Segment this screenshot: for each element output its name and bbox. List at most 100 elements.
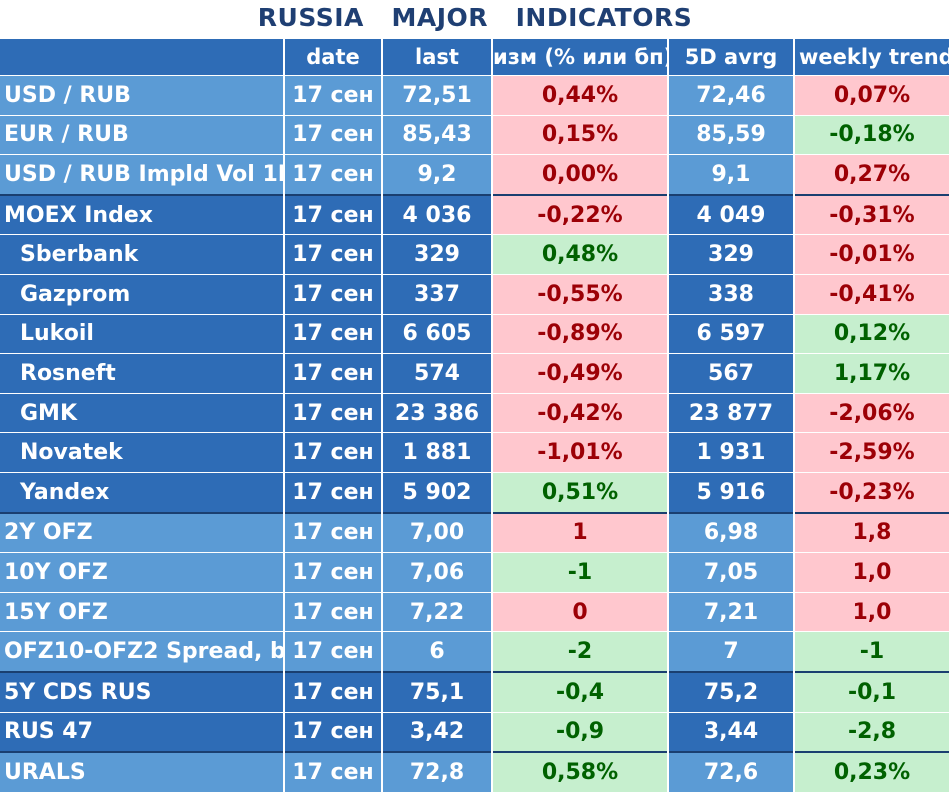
- table-row: 2Y OFZ 17 сен 7,00 1 6,98 1,8: [0, 511, 950, 554]
- date-cell: 17 сен: [284, 712, 383, 753]
- last-cell: 337: [382, 274, 493, 315]
- last-cell: 7,00: [382, 511, 493, 554]
- avg-cell: 72,6: [668, 751, 795, 793]
- table-row: Lukoil 17 сен 6 605 -0,89% 6 597 0,12%: [0, 314, 950, 355]
- table-row: Rosneft 17 сен 574 -0,49% 567 1,17%: [0, 353, 950, 394]
- indicator-name: 5Y CDS RUS: [0, 670, 285, 713]
- avg-cell: 7: [668, 631, 795, 673]
- trend-cell: 1,0: [794, 552, 950, 593]
- table-row: USD / RUB 17 сен 72,51 0,44% 72,46 0,07%: [0, 75, 950, 116]
- change-cell: 0,58%: [492, 751, 669, 793]
- table-row: RUS 47 17 сен 3,42 -0,9 3,44 -2,8: [0, 712, 950, 753]
- indicator-name: Yandex: [0, 472, 285, 514]
- last-cell: 72,51: [382, 75, 493, 116]
- change-cell: 0: [492, 592, 669, 633]
- table-row: GMK 17 сен 23 386 -0,42% 23 877 -2,06%: [0, 393, 950, 434]
- indicator-name: URALS: [0, 751, 285, 793]
- last-cell: 85,43: [382, 115, 493, 156]
- change-cell: 0,51%: [492, 472, 669, 514]
- date-cell: 17 сен: [284, 115, 383, 156]
- date-cell: 17 сен: [284, 432, 383, 473]
- date-cell: 17 сен: [284, 472, 383, 514]
- last-cell: 9,2: [382, 154, 493, 196]
- change-cell: 0,00%: [492, 154, 669, 196]
- date-cell: 17 сен: [284, 670, 383, 713]
- indicators-table: date last изм (% или бп) 5D avrg weekly …: [0, 38, 950, 793]
- last-cell: 4 036: [382, 193, 493, 236]
- indicator-name: Lukoil: [0, 314, 285, 355]
- indicator-name: Sberbank: [0, 234, 285, 275]
- header-change-label: изм (% или бп): [493, 45, 668, 69]
- last-cell: 7,06: [382, 552, 493, 593]
- change-cell: -0,89%: [492, 314, 669, 355]
- trend-cell: 1,17%: [794, 353, 950, 394]
- date-cell: 17 сен: [284, 552, 383, 593]
- trend-cell: -0,01%: [794, 234, 950, 275]
- date-cell: 17 сен: [284, 751, 383, 793]
- header-change: изм (% или бп): [492, 38, 669, 76]
- indicator-name: Gazprom: [0, 274, 285, 315]
- last-cell: 23 386: [382, 393, 493, 434]
- change-cell: -0,42%: [492, 393, 669, 434]
- trend-cell: -2,8: [794, 712, 950, 753]
- indicator-name: 10Y OFZ: [0, 552, 285, 593]
- trend-cell: 1,8: [794, 511, 950, 554]
- header-row: date last изм (% или бп) 5D avrg weekly …: [0, 38, 950, 76]
- date-cell: 17 сен: [284, 353, 383, 394]
- trend-cell: -0,41%: [794, 274, 950, 315]
- last-cell: 6 605: [382, 314, 493, 355]
- trend-cell: -2,59%: [794, 432, 950, 473]
- table-row: Gazprom 17 сен 337 -0,55% 338 -0,41%: [0, 274, 950, 315]
- header-weekly-trend: weekly trend: [794, 38, 950, 76]
- last-cell: 75,1: [382, 670, 493, 713]
- avg-cell: 567: [668, 353, 795, 394]
- avg-cell: 23 877: [668, 393, 795, 434]
- trend-cell: 0,07%: [794, 75, 950, 116]
- indicator-name: OFZ10-OFZ2 Spread, bp: [0, 631, 285, 673]
- table-row: 15Y OFZ 17 сен 7,22 0 7,21 1,0: [0, 592, 950, 633]
- avg-cell: 1 931: [668, 432, 795, 473]
- indicator-name: USD / RUB: [0, 75, 285, 116]
- change-cell: -0,9: [492, 712, 669, 753]
- trend-cell: -0,18%: [794, 115, 950, 156]
- avg-cell: 7,05: [668, 552, 795, 593]
- indicator-name: Rosneft: [0, 353, 285, 394]
- change-cell: 1: [492, 511, 669, 554]
- trend-cell: 0,23%: [794, 751, 950, 793]
- indicator-name: Novatek: [0, 432, 285, 473]
- trend-cell: 0,27%: [794, 154, 950, 196]
- date-cell: 17 сен: [284, 75, 383, 116]
- trend-cell: -0,23%: [794, 472, 950, 514]
- change-cell: -0,55%: [492, 274, 669, 315]
- change-cell: 0,44%: [492, 75, 669, 116]
- date-cell: 17 сен: [284, 511, 383, 554]
- table-row: USD / RUB Impld Vol 1M 17 сен 9,2 0,00% 9,1 0…: [0, 154, 950, 196]
- header-name: [0, 38, 285, 76]
- avg-cell: 72,46: [668, 75, 795, 116]
- last-cell: 3,42: [382, 712, 493, 753]
- last-cell: 72,8: [382, 751, 493, 793]
- avg-cell: 85,59: [668, 115, 795, 156]
- avg-cell: 4 049: [668, 193, 795, 236]
- trend-cell: -0,1: [794, 670, 950, 713]
- change-cell: -2: [492, 631, 669, 673]
- avg-cell: 338: [668, 274, 795, 315]
- indicator-name: EUR / RUB: [0, 115, 285, 156]
- avg-cell: 6 597: [668, 314, 795, 355]
- table-row: EUR / RUB 17 сен 85,43 0,15% 85,59 -0,18%: [0, 115, 950, 156]
- avg-cell: 9,1: [668, 154, 795, 196]
- last-cell: 329: [382, 234, 493, 275]
- avg-cell: 75,2: [668, 670, 795, 713]
- change-cell: -0,49%: [492, 353, 669, 394]
- page-title: RUSSIA MAJOR INDICATORS: [0, 0, 950, 38]
- table-row: Yandex 17 сен 5 902 0,51% 5 916 -0,23%: [0, 472, 950, 514]
- header-5d-average: 5D avrg: [668, 38, 795, 76]
- last-cell: 6: [382, 631, 493, 673]
- header-date: date: [284, 38, 383, 76]
- date-cell: 17 сен: [284, 234, 383, 275]
- change-cell: -0,22%: [492, 193, 669, 236]
- trend-cell: -0,31%: [794, 193, 950, 236]
- change-cell: -1,01%: [492, 432, 669, 473]
- indicator-name: 2Y OFZ: [0, 511, 285, 554]
- table-row: 10Y OFZ 17 сен 7,06 -1 7,05 1,0: [0, 552, 950, 593]
